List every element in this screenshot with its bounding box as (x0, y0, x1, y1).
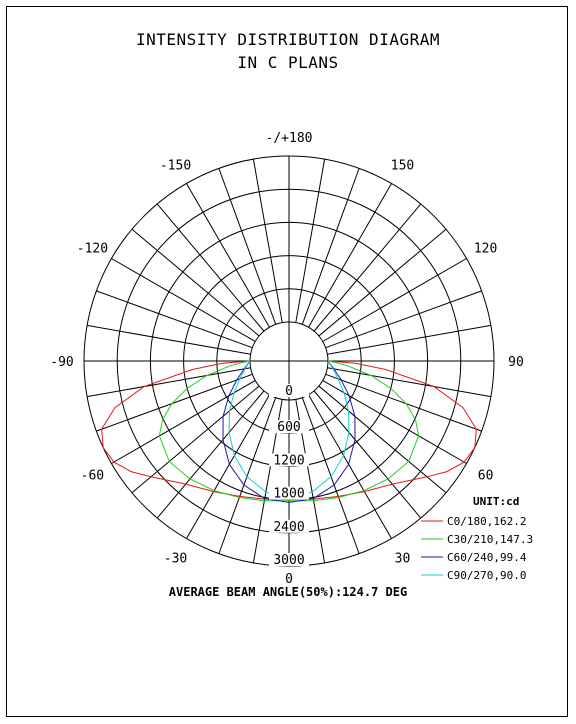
grid-spoke (186, 394, 270, 539)
grid-spoke (301, 168, 360, 325)
legend-entry: C30/210,147.3 (447, 533, 533, 546)
chart-title-line2: IN C PLANS (237, 53, 339, 72)
grid-spoke (87, 367, 251, 398)
angle-label: 150 (391, 158, 414, 173)
grid-spoke (301, 397, 360, 554)
grid-spoke (322, 380, 467, 464)
legend: UNIT:cd C0/180,162.2 C30/210,147.3 C60/240,… (421, 495, 533, 582)
angle-label: 0 (285, 572, 293, 587)
grid-spoke (218, 168, 277, 325)
legend-entry: C90/270,90.0 (447, 569, 526, 582)
grid-spoke (252, 159, 283, 323)
angle-label: -150 (160, 158, 191, 173)
radial-tick-label: 1200 (273, 453, 304, 468)
grid-spoke (322, 258, 467, 342)
grid-spoke (325, 373, 482, 432)
grid-spoke (295, 159, 326, 323)
radial-label-bg (269, 486, 309, 500)
grid-spoke (111, 258, 256, 342)
legend-entry: C60/240,99.4 (447, 551, 527, 564)
curve-c60 (222, 360, 356, 503)
radial-tick-label: 1800 (273, 487, 304, 502)
grid-spoke (87, 324, 251, 355)
average-beam-angle: AVERAGE BEAM ANGLE(50%):124.7 DEG (168, 585, 408, 599)
grid-spoke (308, 183, 392, 328)
grid-spoke (156, 203, 265, 332)
axis-labels: -/+180 150 120 90 60 30 0 -30 -60 -90 -120 -150 0 600… (50, 131, 524, 587)
radial-label-bg (269, 420, 309, 434)
angle-label: 120 (474, 242, 497, 257)
grid-spoke (96, 373, 253, 432)
angle-label: -90 (50, 355, 73, 370)
angle-label: -/+180 (266, 131, 313, 146)
grid-spoke (325, 290, 482, 349)
grid-spoke (318, 228, 447, 337)
grid-spoke (308, 394, 392, 539)
grid-spoke (156, 390, 265, 519)
grid-spoke (96, 290, 253, 349)
chart-title-line1: INTENSITY DISTRIBUTION DIAGRAM (136, 30, 440, 49)
radial-label-bg (269, 384, 309, 397)
angle-label: -120 (77, 242, 108, 257)
radial-label-bg (269, 519, 309, 533)
radial-label-bg (269, 453, 309, 467)
radial-tick-label: 2400 (273, 520, 304, 535)
angle-label: 30 (395, 552, 411, 567)
polar-grid (83, 155, 495, 567)
grid-spoke (313, 390, 422, 519)
unit-label: UNIT:cd (473, 495, 519, 508)
grid-spoke (131, 228, 260, 337)
grid-spoke (327, 324, 491, 355)
radial-tick-label: 600 (277, 420, 300, 435)
grid-spoke (318, 385, 447, 494)
angle-label: -60 (81, 469, 104, 484)
radial-tick-label: 0 (285, 384, 293, 399)
grid-spoke (111, 380, 256, 464)
radial-label-bg (269, 553, 309, 566)
grid-spoke (131, 385, 260, 494)
angle-label: 60 (478, 469, 494, 484)
radial-tick-label: 3000 (273, 553, 304, 568)
diagram-frame (6, 6, 568, 717)
grid-spoke (327, 367, 491, 398)
curve-c30 (158, 360, 420, 502)
angle-label: -30 (164, 552, 187, 567)
grid-spoke (313, 203, 422, 332)
legend-entry: C0/180,162.2 (447, 515, 526, 528)
grid-spoke (186, 183, 270, 328)
angle-label: 90 (508, 355, 524, 370)
grid-spoke (218, 397, 277, 554)
